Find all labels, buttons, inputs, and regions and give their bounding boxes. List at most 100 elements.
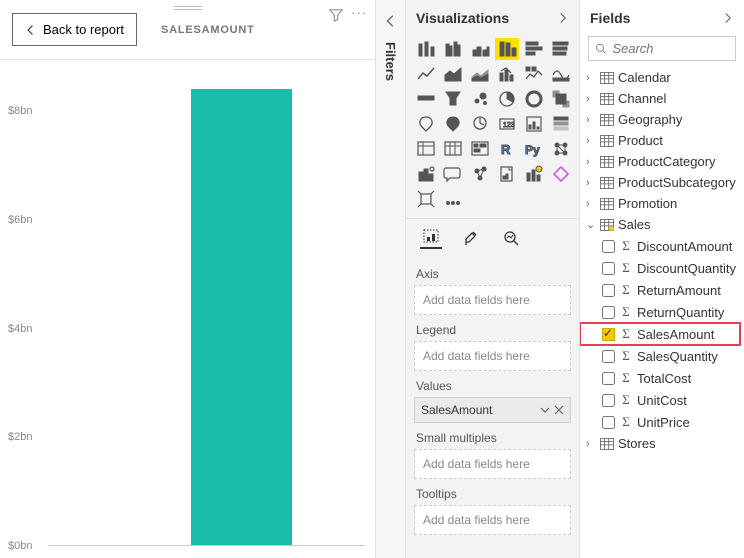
table-promotion[interactable]: ›Promotion (580, 193, 740, 214)
field-checkbox[interactable] (602, 394, 615, 407)
viz-type-icon[interactable] (414, 138, 438, 160)
viz-type-icon[interactable] (549, 63, 573, 85)
table-stores[interactable]: ›Stores (580, 433, 740, 454)
field-checkbox[interactable] (602, 416, 615, 429)
viz-type-icon[interactable] (468, 88, 492, 110)
visual-header: Back to report SALESAMOUNT ··· (0, 0, 375, 60)
viz-type-icon[interactable] (549, 38, 573, 60)
field-checkbox[interactable] (602, 372, 615, 385)
viz-type-icon[interactable] (549, 138, 573, 160)
chevron-left-icon (25, 24, 37, 36)
well-values[interactable]: SalesAmount (414, 397, 571, 423)
viz-type-icon[interactable] (441, 88, 465, 110)
viz-type-icon[interactable]: 123 (495, 113, 519, 135)
viz-type-icon[interactable] (414, 113, 438, 135)
table-label: Promotion (618, 196, 677, 211)
back-to-report-button[interactable]: Back to report (12, 13, 137, 46)
field-salesamount[interactable]: ΣSalesAmount (580, 323, 740, 345)
field-unitcost[interactable]: ΣUnitCost (580, 389, 740, 411)
viz-type-icon[interactable] (441, 63, 465, 85)
viz-type-icon[interactable] (468, 163, 492, 185)
field-label: SalesQuantity (637, 349, 718, 364)
more-icon[interactable]: ··· (351, 8, 367, 22)
viz-type-icon[interactable] (522, 38, 546, 60)
viz-type-icon[interactable] (495, 38, 519, 60)
well-tooltips[interactable]: Add data fields here (414, 505, 571, 535)
viz-type-icon[interactable] (441, 163, 465, 185)
field-discountquantity[interactable]: ΣDiscountQuantity (580, 257, 740, 279)
table-channel[interactable]: ›Channel (580, 88, 740, 109)
viz-type-icon[interactable] (522, 88, 546, 110)
table-sales[interactable]: ⌄Sales (580, 214, 740, 235)
sigma-icon: Σ (620, 326, 632, 342)
chevron-down-icon: ⌄ (586, 218, 596, 231)
tab-analytics[interactable] (500, 227, 522, 249)
viz-type-icon[interactable] (468, 38, 492, 60)
table-label: Channel (618, 91, 666, 106)
chevron-down-icon[interactable] (540, 405, 550, 415)
tab-fields[interactable] (420, 227, 442, 249)
viz-type-icon[interactable] (549, 163, 573, 185)
field-checkbox[interactable] (602, 284, 615, 297)
viz-type-icon[interactable]: Py (522, 138, 546, 160)
viz-type-icon[interactable] (468, 113, 492, 135)
well-small-multiples[interactable]: Add data fields here (414, 449, 571, 479)
viz-type-icon[interactable] (414, 63, 438, 85)
field-checkbox[interactable] (602, 350, 615, 363)
filters-pane-collapsed[interactable]: Filters (376, 0, 406, 558)
field-checkbox[interactable] (602, 306, 615, 319)
viz-type-icon[interactable]: R (495, 138, 519, 160)
field-checkbox[interactable] (602, 262, 615, 275)
viz-type-icon[interactable] (522, 113, 546, 135)
remove-icon[interactable] (554, 405, 564, 415)
viz-type-icon[interactable] (495, 163, 519, 185)
chevron-right-icon[interactable] (557, 12, 569, 24)
bar[interactable] (191, 89, 292, 546)
viz-type-icon[interactable] (468, 138, 492, 160)
viz-type-icon[interactable] (441, 138, 465, 160)
table-calendar[interactable]: ›Calendar (580, 67, 740, 88)
x-axis-line (48, 545, 365, 546)
table-geography[interactable]: ›Geography (580, 109, 740, 130)
viz-type-icon[interactable] (468, 63, 492, 85)
filter-icon[interactable] (329, 8, 343, 22)
field-label: DiscountAmount (637, 239, 732, 254)
viz-type-icon[interactable] (522, 163, 546, 185)
viz-type-icon[interactable] (414, 188, 438, 210)
tab-format[interactable] (460, 227, 482, 249)
grip-handle-icon[interactable] (174, 6, 202, 10)
back-label: Back to report (43, 22, 124, 37)
sigma-icon: Σ (620, 370, 632, 386)
viz-type-icon[interactable] (549, 88, 573, 110)
viz-type-icon[interactable] (549, 113, 573, 135)
chevron-right-icon[interactable] (722, 12, 734, 24)
sigma-icon: Σ (620, 260, 632, 276)
table-productcategory[interactable]: ›ProductCategory (580, 151, 740, 172)
field-salesquantity[interactable]: ΣSalesQuantity (580, 345, 740, 367)
viz-type-icon[interactable] (522, 63, 546, 85)
field-totalcost[interactable]: ΣTotalCost (580, 367, 740, 389)
fields-search[interactable] (588, 36, 736, 61)
viz-type-icon[interactable] (414, 38, 438, 60)
field-discountamount[interactable]: ΣDiscountAmount (580, 235, 740, 257)
field-checkbox[interactable] (602, 240, 615, 253)
table-product[interactable]: ›Product (580, 130, 740, 151)
field-unitprice[interactable]: ΣUnitPrice (580, 411, 740, 433)
viz-type-icon[interactable] (414, 163, 438, 185)
viz-type-icon[interactable] (414, 88, 438, 110)
viz-type-icon[interactable] (495, 88, 519, 110)
expand-icon[interactable] (384, 14, 398, 28)
table-productsubcategory[interactable]: ›ProductSubcategory (580, 172, 740, 193)
field-returnamount[interactable]: ΣReturnAmount (580, 279, 740, 301)
well-axis[interactable]: Add data fields here (414, 285, 571, 315)
viz-type-icon[interactable] (441, 188, 465, 210)
column-chart[interactable]: $0bn$2bn$4bn$6bn$8bn (0, 60, 375, 558)
viz-type-icon[interactable] (441, 38, 465, 60)
fields-search-input[interactable] (612, 41, 729, 56)
visualizations-header: Visualizations (406, 0, 579, 36)
field-returnquantity[interactable]: ΣReturnQuantity (580, 301, 740, 323)
well-legend[interactable]: Add data fields here (414, 341, 571, 371)
checkbox-checked-icon[interactable] (602, 328, 615, 341)
viz-type-icon[interactable] (495, 63, 519, 85)
viz-type-icon[interactable] (441, 113, 465, 135)
